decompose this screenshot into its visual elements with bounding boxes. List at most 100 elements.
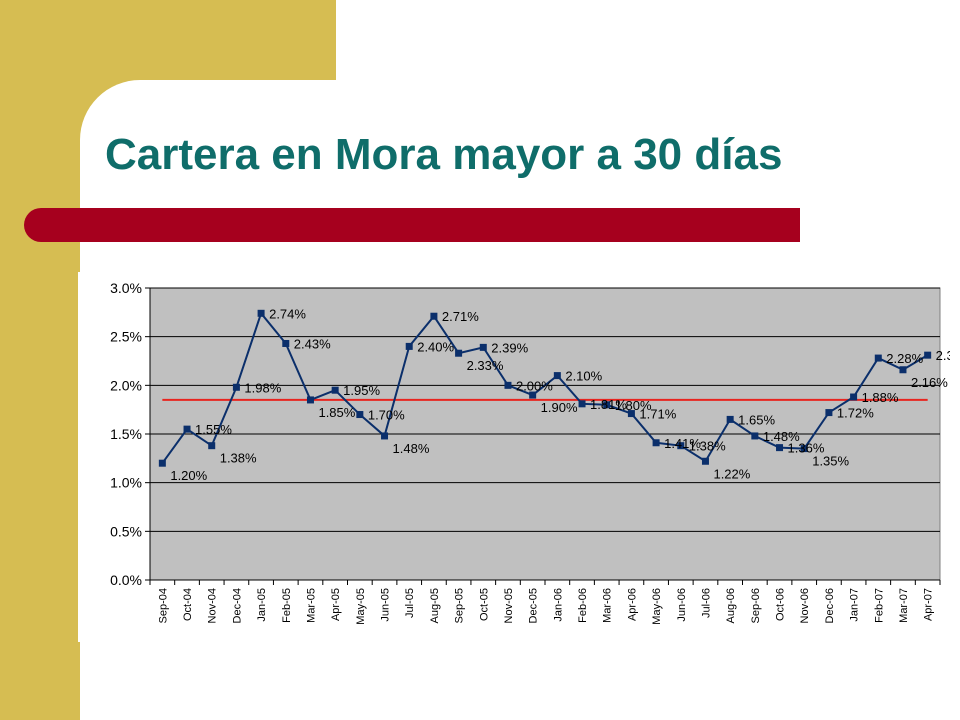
x-tick-label: Jan-07: [849, 588, 861, 622]
x-tick-label: Sep-04: [157, 588, 169, 623]
x-tick-label: Dec-06: [824, 588, 836, 623]
data-point: [924, 351, 932, 359]
data-point: [405, 342, 413, 350]
x-tick-label: Apr-05: [330, 588, 342, 621]
y-tick-label: 1.0%: [110, 475, 142, 491]
x-tick-label: Jan-05: [256, 588, 268, 622]
data-point: [701, 457, 709, 465]
data-point: [306, 396, 314, 404]
y-tick-label: 0.5%: [110, 523, 142, 539]
data-label: 2.10%: [565, 369, 602, 384]
data-point: [825, 409, 833, 417]
x-tick-label: Aug-05: [429, 588, 441, 623]
data-label: 1.48%: [763, 429, 800, 444]
x-tick-label: Feb-05: [281, 588, 293, 623]
data-label: 2.33%: [467, 358, 504, 373]
data-label: 2.74%: [269, 306, 306, 321]
x-tick-label: Nov-06: [799, 588, 811, 623]
data-label: 1.22%: [713, 466, 750, 481]
x-tick-label: Dec-05: [528, 588, 540, 623]
x-tick-label: Feb-06: [577, 588, 589, 623]
x-tick-label: Mar-07: [898, 588, 910, 623]
data-label: 1.71%: [639, 407, 676, 422]
data-label: 2.16%: [911, 375, 948, 390]
data-point: [652, 439, 660, 447]
x-tick-label: Jun-06: [676, 588, 688, 622]
series-line: [161, 311, 929, 464]
data-point: [479, 343, 487, 351]
x-tick-label: Oct-05: [478, 588, 490, 621]
data-label: 1.70%: [368, 408, 405, 423]
data-point: [232, 383, 240, 391]
x-tick-label: Mar-05: [305, 588, 317, 623]
data-point: [603, 401, 611, 409]
data-label: 2.39%: [491, 340, 528, 355]
data-point: [850, 393, 858, 401]
data-label: 2.40%: [417, 339, 454, 354]
x-tick-label: Jul-05: [404, 588, 416, 618]
decor-accent-bar: [24, 208, 800, 242]
data-point: [208, 442, 216, 450]
x-tick-label: Apr-06: [626, 588, 638, 621]
data-point: [578, 400, 586, 408]
line-chart: 0.0% 0.5% 1.0% 1.5% 2.0% 2.5% 3.0% Sep-04 Oct-04…: [110, 280, 950, 625]
x-tick-label: Feb-07: [873, 588, 885, 623]
data-label: 1.38%: [220, 451, 257, 466]
x-tick-label: Oct-04: [182, 588, 194, 621]
x-tick-label: Jul-06: [700, 588, 712, 618]
data-label: 2.00%: [516, 378, 553, 393]
data-point: [874, 354, 882, 362]
data-label: 2.43%: [294, 336, 331, 351]
data-label: 1.98%: [244, 380, 281, 395]
data-point: [800, 445, 808, 453]
data-point: [504, 381, 512, 389]
chart-container: 0.0% 0.5% 1.0% 1.5% 2.0% 2.5% 3.0% Sep-04 Oct-04…: [78, 272, 950, 642]
data-point: [899, 366, 907, 374]
x-tick-label: May-06: [651, 588, 663, 625]
x-tick-label: Nov-05: [503, 588, 515, 623]
decor-left-bar: [0, 0, 80, 720]
y-tick-label: 1.5%: [110, 426, 142, 442]
data-label: 1.55%: [195, 422, 232, 437]
data-point: [331, 386, 339, 394]
data-point: [751, 432, 759, 440]
data-point: [257, 309, 265, 317]
data-label: 2.31%: [936, 348, 950, 363]
data-label: 1.65%: [738, 412, 775, 427]
data-label: 1.35%: [812, 454, 849, 469]
x-tick-label: Jun-05: [380, 588, 392, 622]
data-label: 1.41%: [664, 436, 701, 451]
x-tick-label: Mar-06: [602, 588, 614, 623]
y-tick-label: 3.0%: [110, 280, 142, 296]
data-point: [455, 349, 463, 357]
data-label: 1.85%: [318, 405, 355, 420]
y-tick-label: 2.0%: [110, 377, 142, 393]
data-label: 2.28%: [886, 351, 923, 366]
data-point: [776, 444, 784, 452]
data-point: [553, 372, 561, 380]
x-tick-label: Aug-06: [725, 588, 737, 623]
data-point: [282, 339, 290, 347]
data-point: [627, 410, 635, 418]
x-tick-label: Jan-06: [552, 588, 564, 622]
data-label: 1.81%: [590, 397, 627, 412]
data-label: 1.90%: [541, 400, 578, 415]
data-point: [430, 312, 438, 320]
data-point: [529, 391, 537, 399]
data-label: 1.95%: [343, 383, 380, 398]
data-point: [356, 411, 364, 419]
x-tick-label: Dec-04: [231, 588, 243, 623]
x-tick-label: Nov-04: [207, 588, 219, 623]
data-label: 1.36%: [788, 441, 825, 456]
data-point: [158, 459, 166, 467]
data-label: 1.88%: [862, 390, 899, 405]
y-tick-label: 2.5%: [110, 329, 142, 345]
decor-corner-curve: [80, 80, 200, 200]
data-point: [726, 415, 734, 423]
data-label: 1.80%: [615, 398, 652, 413]
data-point: [677, 442, 685, 450]
data-label: 1.20%: [170, 468, 207, 483]
slide-title: Cartera en Mora mayor a 30 días: [105, 130, 783, 179]
y-tick-label: 0.0%: [110, 572, 142, 588]
data-label: 1.72%: [837, 406, 874, 421]
